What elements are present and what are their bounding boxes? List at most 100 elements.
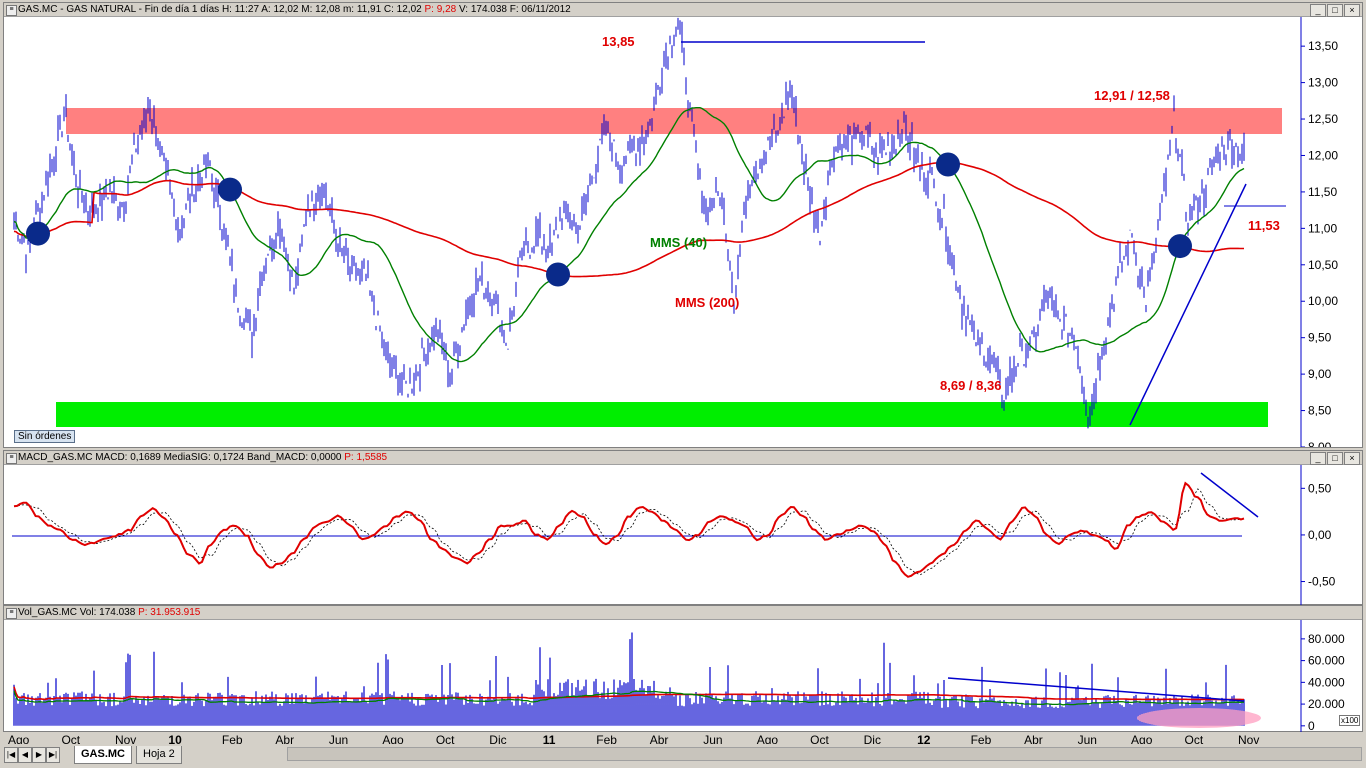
support-label: 8,69 / 8,36 <box>940 378 1001 393</box>
time-axis-label: Ago <box>1131 733 1153 746</box>
volume-axis-label: 60.000 <box>1308 654 1345 668</box>
nav-prev-button[interactable]: ◀ <box>18 747 32 763</box>
mms-40-line <box>13 107 1245 363</box>
macd-close-button[interactable]: × <box>1344 452 1360 465</box>
time-axis-label: Dic <box>864 733 881 746</box>
volume-axis-label: 40.000 <box>1308 675 1345 689</box>
volume-pane-info: Vol_GAS.MC Vol: 174.038 <box>18 607 136 618</box>
volume-ma-long <box>13 686 1244 701</box>
minimize-button[interactable]: _ <box>1310 4 1326 17</box>
macd-chart[interactable]: 0,50 0,00 -0,50 <box>4 465 1362 605</box>
macd-pane: MACD_GAS.MC MACD: 0,1689 MediaSIG: 0,172… <box>3 450 1363 605</box>
time-axis-label: 10 <box>168 733 182 746</box>
volume-axis-label: 20.000 <box>1308 697 1345 711</box>
macd-axis-label: 0,00 <box>1308 528 1332 542</box>
time-axis-label: 12 <box>917 733 931 746</box>
nav-last-button[interactable]: ▶| <box>46 747 60 763</box>
peak-label: 13,85 <box>602 34 635 49</box>
price-series <box>13 17 1245 429</box>
price-axis-label: 8,00 <box>1308 440 1332 447</box>
maximize-button[interactable]: □ <box>1327 4 1343 17</box>
time-axis-label: Ago <box>757 733 779 746</box>
mms200-label: MMS (200) <box>675 295 739 310</box>
time-axis-label: Abr <box>1024 733 1043 746</box>
macd-minimize-button[interactable]: _ <box>1310 452 1326 465</box>
time-axis-label: Oct <box>810 733 829 746</box>
price-axis-label: 9,50 <box>1308 331 1332 345</box>
volume-pane-p-value: P: 31.953.915 <box>138 607 201 618</box>
time-axis-label: Oct <box>436 733 455 746</box>
crossover-marker <box>26 221 50 246</box>
resistance-label: 12,91 / 12,58 <box>1094 88 1170 103</box>
horizontal-scrollbar[interactable] <box>287 747 1362 761</box>
sheet-tab-gas-mc[interactable]: GAS.MC <box>74 746 132 764</box>
macd-pane-title: MACD_GAS.MC MACD: 0,1689 MediaSIG: 0,172… <box>4 451 1362 465</box>
price-axis-label: 12,50 <box>1308 112 1338 126</box>
mms40-label: MMS (40) <box>650 235 707 250</box>
price-chart[interactable]: 13,50 13,00 12,50 12,00 11,50 11,00 10,50 10,00… <box>4 17 1362 447</box>
nav-next-button[interactable]: ▶ <box>32 747 46 763</box>
price-axis-label: 11,50 <box>1308 185 1337 199</box>
volume-pane-system-menu-icon[interactable]: ≡ <box>6 608 17 619</box>
price-axis-label: 10,50 <box>1308 258 1338 272</box>
close-button[interactable]: × <box>1344 4 1360 17</box>
price-pane-p-value: P: 9,28 <box>424 4 457 15</box>
time-axis-label: Ago <box>382 733 404 746</box>
time-axis-label: Oct <box>61 733 80 746</box>
price-pane-system-menu-icon[interactable]: ≡ <box>6 5 17 16</box>
macd-pane-p-value: P: 1,5585 <box>344 452 388 463</box>
crossover-marker <box>218 177 242 202</box>
time-axis-label: Feb <box>222 733 243 746</box>
macd-line <box>13 481 1245 578</box>
crossover-markers <box>26 152 1192 287</box>
price-axis-label: 13,00 <box>1308 76 1338 90</box>
price-pane: GAS.MC - GAS NATURAL - Fin de día 1 días… <box>3 2 1363 448</box>
macd-pane-info: MACD_GAS.MC MACD: 0,1689 MediaSIG: 0,172… <box>18 452 342 463</box>
nav-first-button[interactable]: |◀ <box>4 747 18 763</box>
uptrend-line <box>1129 183 1247 426</box>
support-zone <box>56 402 1268 427</box>
macd-pane-system-menu-icon[interactable]: ≡ <box>6 453 17 464</box>
time-axis-label: 11 <box>543 733 556 746</box>
time-axis-label: Feb <box>596 733 617 746</box>
time-axis-label: Jun <box>329 733 348 746</box>
volume-highlight <box>1137 708 1261 728</box>
price-axis-label: 11,00 <box>1308 221 1337 235</box>
volume-ma-short <box>13 690 1244 706</box>
time-axis-label: Dic <box>489 733 506 746</box>
time-axis: Ago Oct Nov 10 Feb Abr Jun Ago Oct Dic 11 Feb Abr Jun… <box>8 733 1259 746</box>
macd-axis-label: -0,50 <box>1308 575 1336 589</box>
volume-pane-title: Vol_GAS.MC Vol: 174.038 P: 31.953.915 <box>4 606 1362 620</box>
volume-scale-badge: x100 <box>1339 715 1361 726</box>
macd-downtrend-line <box>1200 472 1259 518</box>
macd-axis: 0,50 0,00 -0,50 <box>1301 481 1336 589</box>
time-axis-label: Ago <box>8 733 30 746</box>
price-bars-path <box>13 17 1245 429</box>
price-axis-label: 12,00 <box>1308 148 1338 162</box>
volume-trend-line <box>947 677 1245 702</box>
time-axis-label: Jun <box>1078 733 1097 746</box>
price-axis-label: 13,50 <box>1308 39 1338 53</box>
sheet-tab-hoja-2[interactable]: Hoja 2 <box>136 746 182 764</box>
price-axis-label: 8,50 <box>1308 404 1332 418</box>
volume-axis: 80.000 60.000 40.000 20.000 0 <box>1301 632 1345 732</box>
mms-200-line <box>13 161 1244 278</box>
macd-axis-label: 0,50 <box>1308 481 1332 495</box>
volume-series <box>13 632 1245 726</box>
price-axis: 13,50 13,00 12,50 12,00 11,50 11,00 10,50 10,00… <box>1301 39 1338 447</box>
time-axis-label: Feb <box>971 733 992 746</box>
macd-maximize-button[interactable]: □ <box>1327 452 1343 465</box>
last-price-label: 11,53 <box>1248 218 1280 233</box>
time-axis-label: Abr <box>650 733 669 746</box>
no-orders-button[interactable]: Sin órdenes <box>14 430 76 443</box>
crossover-marker <box>936 152 960 177</box>
volume-pane: Vol_GAS.MC Vol: 174.038 P: 31.953.915 ≡ … <box>3 605 1363 732</box>
price-pane-title: GAS.MC - GAS NATURAL - Fin de día 1 días… <box>4 3 1362 17</box>
time-axis-label: Oct <box>1185 733 1204 746</box>
price-pane-info: GAS.MC - GAS NATURAL - Fin de día 1 días… <box>18 4 422 15</box>
volume-chart[interactable]: 80.000 60.000 40.000 20.000 0 <box>4 620 1362 732</box>
price-axis-label: 10,00 <box>1308 294 1338 308</box>
volume-bars-path <box>13 632 1245 726</box>
price-axis-label: 9,00 <box>1308 367 1332 381</box>
crossover-marker <box>546 262 570 287</box>
